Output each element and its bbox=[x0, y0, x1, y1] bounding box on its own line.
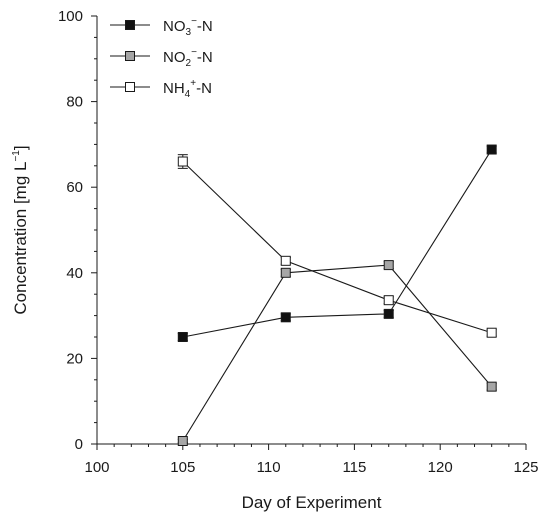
data-point bbox=[280, 312, 291, 323]
series-line bbox=[182, 149, 493, 338]
y-axis-title-main: Concentration [mg L bbox=[11, 162, 30, 315]
y-axis: 0 20 40 60 80 100 bbox=[58, 8, 98, 453]
legend-marker bbox=[125, 82, 135, 92]
y-tick-label: 80 bbox=[66, 94, 83, 111]
y-tick-label: 40 bbox=[66, 265, 83, 282]
x-axis-title: Day of Experiment bbox=[242, 493, 382, 512]
data-point bbox=[383, 295, 394, 306]
y-tick-label: 0 bbox=[75, 436, 83, 453]
series-2 bbox=[177, 260, 497, 447]
x-tick-label: 100 bbox=[84, 459, 109, 476]
y-tick-label: 20 bbox=[66, 350, 83, 367]
data-point bbox=[486, 327, 497, 338]
series-1 bbox=[177, 144, 497, 342]
x-tick-label: 115 bbox=[342, 459, 366, 476]
x-axis: 100 105 110 115 120 125 bbox=[84, 443, 539, 476]
data-point bbox=[177, 436, 188, 447]
legend-label: NO3−-N bbox=[163, 16, 213, 38]
data-point bbox=[486, 381, 497, 392]
legend-item: NH4+-N bbox=[110, 78, 212, 100]
data-point bbox=[383, 308, 394, 319]
legend: NO3−-N NO2−-N NH4+-N bbox=[110, 16, 213, 100]
series-layer bbox=[177, 144, 497, 447]
legend-marker bbox=[125, 51, 135, 61]
legend-item: NO3−-N bbox=[110, 16, 213, 38]
legend-item: NO2−-N bbox=[110, 47, 213, 69]
y-axis-title-sup: −1 bbox=[11, 150, 22, 162]
data-point bbox=[177, 156, 188, 167]
legend-label: NH4+-N bbox=[163, 78, 212, 100]
data-point bbox=[486, 144, 497, 155]
legend-marker bbox=[125, 20, 135, 30]
data-point bbox=[383, 260, 394, 271]
y-axis-title-close: ] bbox=[11, 145, 30, 150]
y-axis-title: Concentration [mg L−1] bbox=[11, 145, 30, 314]
data-point bbox=[280, 267, 291, 278]
y-tick-label: 60 bbox=[66, 179, 83, 196]
legend-label: NO2−-N bbox=[163, 47, 213, 69]
x-tick-label: 125 bbox=[513, 459, 538, 476]
y-tick-label: 100 bbox=[58, 8, 83, 25]
series-3 bbox=[177, 154, 497, 338]
data-point bbox=[280, 255, 291, 266]
x-tick-label: 105 bbox=[170, 459, 195, 476]
x-tick-label: 110 bbox=[257, 459, 281, 476]
series-line bbox=[182, 161, 492, 334]
series-line bbox=[182, 264, 493, 442]
data-point bbox=[177, 332, 188, 342]
x-tick-label: 120 bbox=[428, 459, 453, 476]
